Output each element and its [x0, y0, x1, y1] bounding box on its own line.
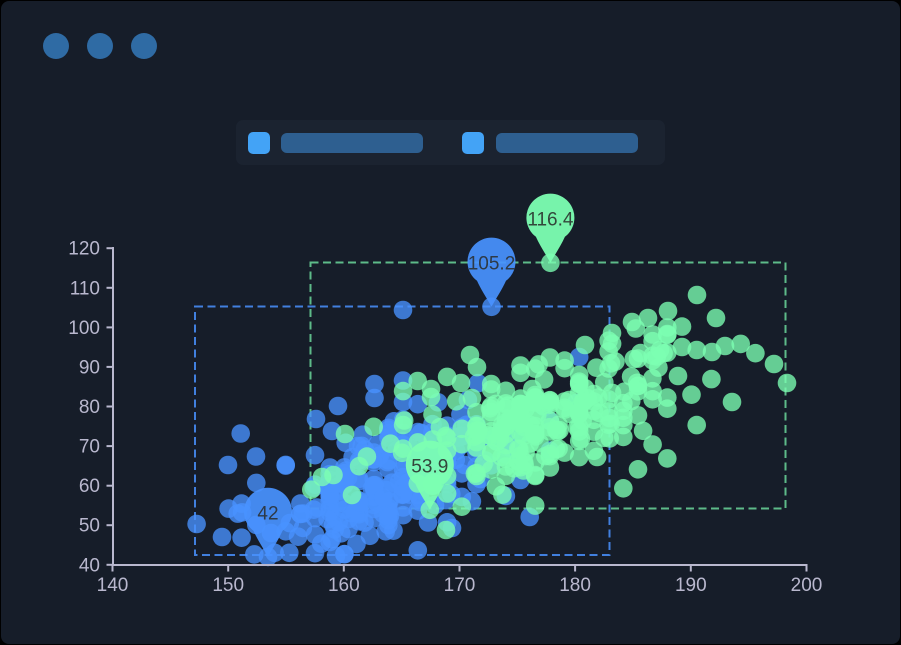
svg-text:160: 160 — [328, 575, 360, 596]
svg-text:42: 42 — [257, 503, 278, 524]
svg-text:190: 190 — [675, 575, 707, 596]
svg-text:40: 40 — [79, 555, 100, 576]
svg-text:120: 120 — [68, 239, 100, 260]
svg-text:105.2: 105.2 — [468, 253, 516, 274]
svg-text:116.4: 116.4 — [527, 209, 574, 230]
svg-text:110: 110 — [70, 278, 100, 299]
svg-text:170: 170 — [444, 575, 476, 596]
svg-text:60: 60 — [79, 476, 100, 497]
svg-text:150: 150 — [212, 575, 244, 596]
svg-text:50: 50 — [79, 516, 100, 537]
svg-text:70: 70 — [79, 437, 100, 458]
svg-text:100: 100 — [68, 318, 100, 339]
svg-text:80: 80 — [79, 397, 100, 418]
svg-text:180: 180 — [559, 575, 591, 596]
svg-text:200: 200 — [791, 575, 823, 596]
svg-text:140: 140 — [97, 575, 129, 596]
svg-text:53.9: 53.9 — [411, 456, 448, 477]
svg-text:90: 90 — [79, 357, 100, 378]
